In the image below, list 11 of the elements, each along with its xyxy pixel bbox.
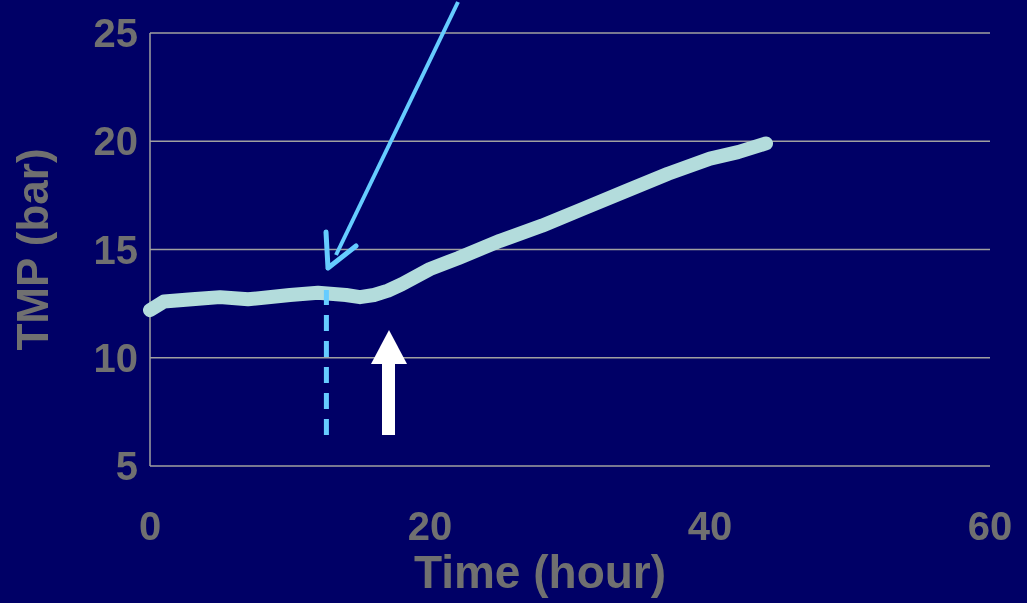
y-tick-label: 15 — [93, 227, 138, 272]
y-tick-label: 20 — [93, 119, 138, 164]
y-tick-label: 5 — [115, 444, 138, 488]
x-tick-label: 40 — [687, 504, 733, 548]
y-tick-label: 10 — [93, 335, 138, 380]
y-tick-label: 25 — [93, 11, 138, 55]
x-tick-label: 0 — [138, 504, 162, 548]
x-tick-label: 60 — [967, 504, 1013, 548]
x-axis-title: Time (hour) — [413, 546, 667, 598]
x-tick-label: 20 — [407, 504, 453, 548]
y-axis-title: TMP (bar) — [8, 148, 57, 351]
